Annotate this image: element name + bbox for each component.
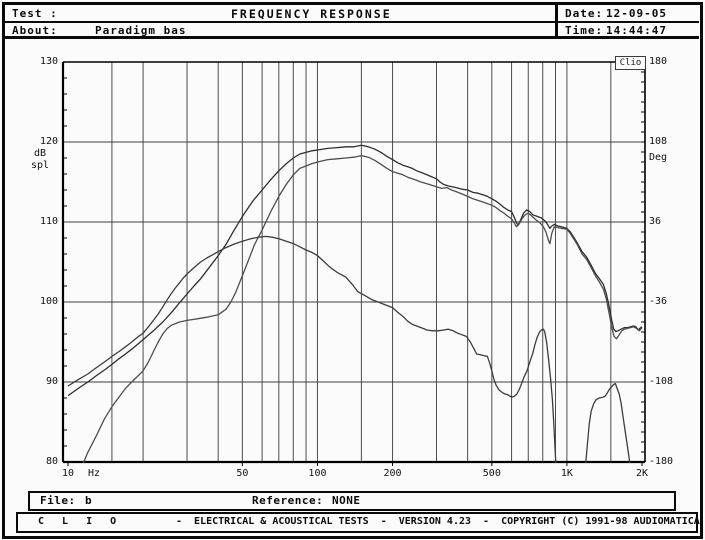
test-label: Test :: [12, 7, 58, 20]
y-left-tick-label: 90: [45, 376, 58, 387]
y-left-tick-label: 130: [39, 56, 58, 67]
grid-horizontal-lines: [63, 61, 645, 463]
header-row-divider: [5, 21, 699, 23]
y-left-tick-label: 80: [45, 456, 58, 467]
x-tick-label: 2K: [635, 468, 649, 479]
curve-upper-1: [67, 144, 643, 397]
axis-frame: [61, 61, 646, 464]
y-right-tick-label: 36: [649, 216, 662, 227]
y-right-tick-label: -108: [649, 376, 674, 387]
file-bar: File: b Reference: NONE: [28, 491, 676, 511]
footer-brand: C L I O: [38, 516, 123, 527]
about-label: About:: [12, 24, 58, 37]
x-tick-label: 10: [61, 468, 75, 479]
time-label: Time:: [565, 24, 604, 37]
date-label: Date:: [565, 7, 604, 20]
x-tick-label: 100: [308, 468, 327, 479]
time-value: 14:44:47: [606, 24, 667, 37]
y-right-tick-label: 108: [649, 136, 668, 147]
footer-text: - ELECTRICAL & ACOUSTICAL TESTS - VERSIO…: [176, 516, 700, 527]
reference-value: NONE: [332, 494, 361, 507]
y-left-tick-label: 110: [39, 216, 58, 227]
x-tick-label: 50: [236, 468, 249, 479]
clio-badge: Clio: [615, 56, 646, 70]
axis-minor-ticks: [63, 61, 645, 466]
page-title: FREQUENCY RESPONSE: [231, 7, 392, 21]
y-right-tick-label: -36: [649, 296, 668, 307]
curve-mid: [67, 235, 557, 463]
curve-upper-2: [82, 154, 643, 463]
grid-vertical-lines: [111, 62, 612, 462]
y-right-unit-deg: Deg: [649, 152, 668, 163]
date-value: 12-09-05: [606, 7, 667, 20]
y-left-tick-label: 120: [39, 136, 58, 147]
x-tick-label: 500: [482, 468, 501, 479]
header-datetime-separator: [555, 5, 558, 39]
reference-label: Reference:: [252, 494, 324, 507]
x-unit-hz: Hz: [88, 468, 101, 479]
file-value: b: [85, 494, 93, 507]
response-curves: [67, 144, 643, 463]
x-tick-label: 1K: [560, 468, 573, 479]
header-bottom-divider: [5, 36, 699, 39]
y-left-unit-spl: spl: [31, 160, 50, 171]
footer-bar: C L I O - ELECTRICAL & ACOUSTICAL TESTS …: [16, 512, 700, 533]
y-right-tick-label: 180: [649, 56, 668, 67]
y-left-unit-db: dB: [34, 148, 47, 159]
y-right-tick-label: -180: [649, 456, 674, 467]
file-label: File:: [40, 494, 76, 507]
y-left-tick-label: 100: [39, 296, 58, 307]
curve-mid: [585, 382, 631, 463]
x-tick-label: 200: [383, 468, 402, 479]
about-value: Paradigm bas: [95, 24, 187, 37]
